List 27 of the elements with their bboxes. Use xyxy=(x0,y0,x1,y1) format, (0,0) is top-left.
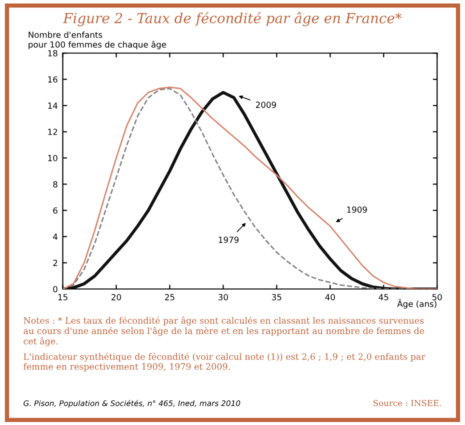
y-tick-label: 14 xyxy=(48,102,58,109)
x-tick-label: 15 xyxy=(58,294,68,300)
y-tick-label: 10 xyxy=(48,154,58,162)
series-label: 2009 xyxy=(256,102,276,108)
y-axis-title: Nombre d'enfants pour 100 femmes de chaque âge xyxy=(28,31,166,50)
chart-title: Figure 2 - Taux de fécondité par âge en France* xyxy=(62,12,402,26)
x-axis-title: Âge (ans) xyxy=(397,299,436,309)
y-tick-label: 0 xyxy=(53,286,58,292)
y-tick-label: 18 xyxy=(48,50,58,56)
x-tick-label: 25 xyxy=(165,294,174,300)
x-tick-label: 20 xyxy=(112,294,121,300)
x-tick-label: 50 xyxy=(432,294,442,300)
text: Notes : * Les taux de fécondité par âge sont calculés en classant les naissances survenues au cours d'une année selon l'âge de la mère et en les rapportant au nombre de femmes de cet âge. xyxy=(24,316,424,346)
x-tick-label: 40 xyxy=(325,294,335,300)
y-tick-label: 12 xyxy=(48,128,58,135)
text: L'indicateur synthétique de fécondité (voir calcul note (1)) est 2,6 ; 1,9 ; et 2,0 enfants par femme en respectivement 1909, 1979 et 2009. xyxy=(24,352,426,372)
source-note: Source : INSEE. xyxy=(374,400,441,406)
y-tick-label: 4 xyxy=(53,234,58,240)
text: 1979 xyxy=(218,236,239,243)
y-tick-label: 16 xyxy=(48,76,58,83)
y-tick-label: 2 xyxy=(53,260,58,266)
y-tick-label: 6 xyxy=(53,207,58,214)
y-tick-label: 8 xyxy=(53,181,58,188)
x-tick-label: 45 xyxy=(378,294,388,300)
text: 1909 xyxy=(347,206,367,213)
x-tick-label: 30 xyxy=(218,294,228,300)
x-tick-label: 35 xyxy=(272,294,282,300)
